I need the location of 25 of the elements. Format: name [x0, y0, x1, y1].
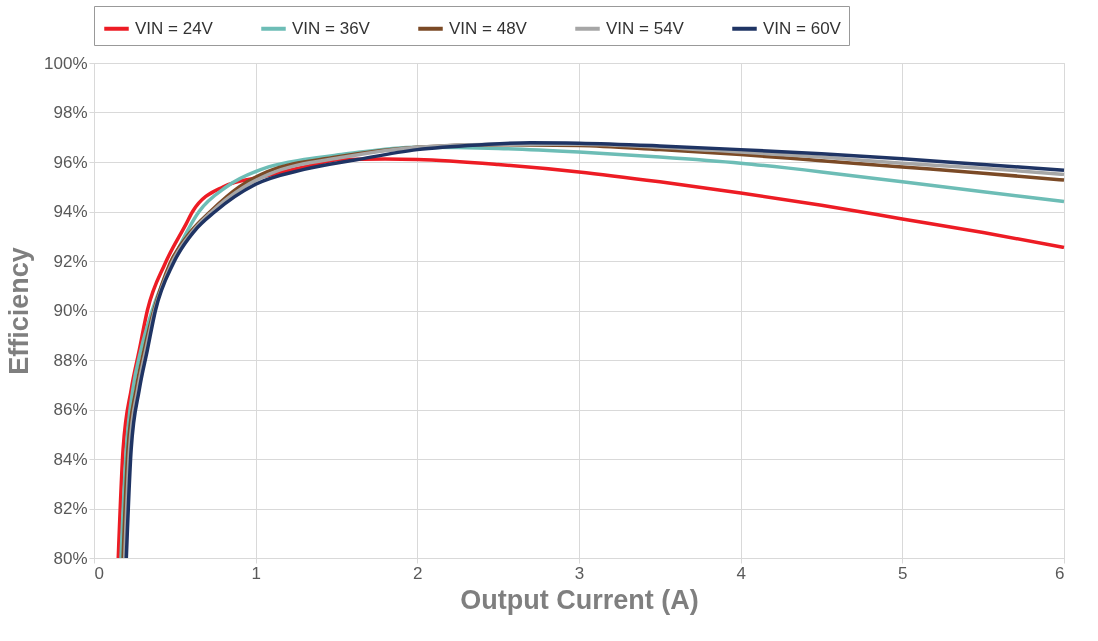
y-tick-label: 90% — [53, 301, 88, 320]
y-tick-label: 96% — [53, 152, 88, 172]
y-tick-label: 88% — [53, 350, 88, 370]
x-tick-label: 1 — [251, 563, 261, 583]
y-tick-label: 92% — [53, 251, 88, 271]
legend-label: VIN = 48V — [449, 18, 528, 38]
y-tick-label: 94% — [53, 202, 88, 221]
x-tick-label: 5 — [898, 563, 908, 583]
y-tick-label: 100% — [44, 53, 88, 73]
x-tick-label: 2 — [413, 563, 423, 583]
y-tick-label: 84% — [53, 449, 88, 469]
x-axis-title: Output Current (A) — [460, 584, 699, 615]
y-tick-label: 86% — [53, 400, 88, 419]
y-tick-label: 82% — [53, 499, 88, 518]
legend-label: VIN = 36V — [292, 18, 371, 38]
x-tick-label: 6 — [1055, 563, 1065, 583]
legend-label: VIN = 24V — [135, 18, 214, 38]
y-tick-label: 98% — [53, 103, 88, 122]
x-tick-label: 0 — [94, 563, 104, 583]
y-axis-title: Efficiency — [4, 247, 35, 375]
legend-label: VIN = 60V — [763, 18, 842, 38]
x-tick-label: 3 — [574, 563, 585, 583]
y-tick-label: 80% — [53, 548, 88, 568]
x-tick-label: 4 — [736, 563, 746, 583]
legend-label: VIN = 54V — [606, 18, 685, 38]
